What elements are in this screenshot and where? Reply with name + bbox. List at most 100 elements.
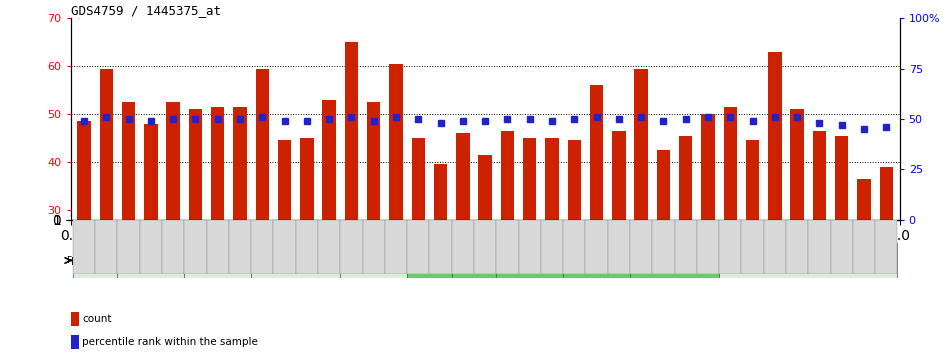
Bar (100, 69, 113, 354)
Bar (723, 107, 737, 354)
Bar (296, 220, 318, 274)
Bar (479, 155, 492, 354)
Bar (657, 150, 670, 354)
Bar (234, 107, 247, 354)
Bar (634, 69, 648, 354)
Bar (808, 220, 831, 274)
Text: protocol: protocol (71, 256, 114, 265)
Bar (545, 138, 559, 354)
Bar (188, 109, 203, 354)
Text: percentile rank within the sample: percentile rank within the sample (83, 337, 258, 347)
Bar (697, 220, 719, 274)
Bar (741, 220, 764, 274)
Bar (563, 220, 585, 274)
Bar (389, 64, 402, 354)
Bar (719, 243, 898, 278)
Bar (630, 243, 719, 278)
Bar (701, 114, 715, 354)
Bar (211, 107, 224, 354)
Bar (880, 167, 893, 354)
Bar (674, 220, 697, 274)
Bar (144, 124, 157, 354)
Bar (77, 121, 90, 354)
Bar (278, 140, 291, 354)
Bar (71, 312, 79, 326)
Bar (407, 220, 430, 274)
Bar (345, 42, 358, 354)
Text: luciferase shRNA: luciferase shRNA (564, 256, 629, 265)
Bar (764, 220, 786, 274)
Bar (340, 220, 363, 274)
Bar (652, 220, 674, 274)
Bar (452, 243, 496, 278)
Bar (139, 220, 162, 274)
Bar (162, 220, 185, 274)
Bar (452, 220, 474, 274)
Bar (456, 133, 469, 354)
Bar (434, 164, 447, 354)
Bar (407, 243, 452, 278)
Bar (430, 220, 452, 274)
Bar (786, 220, 808, 274)
Bar (518, 220, 541, 274)
Bar (719, 220, 741, 274)
Text: FMR1 shRNA: FMR1 shRNA (67, 256, 123, 265)
Bar (73, 243, 118, 278)
Bar (185, 220, 206, 274)
Bar (474, 220, 496, 274)
Text: count: count (83, 314, 112, 325)
Bar (71, 335, 79, 348)
Bar (318, 220, 340, 274)
Bar (95, 220, 118, 274)
Bar (875, 220, 898, 274)
Bar (118, 220, 139, 274)
Bar (273, 220, 296, 274)
Text: MeCP2 shRNA: MeCP2 shRNA (120, 256, 183, 265)
Bar (206, 220, 229, 274)
Bar (322, 100, 336, 354)
Bar (679, 136, 692, 354)
Bar (835, 136, 849, 354)
Bar (541, 220, 563, 274)
Bar (857, 179, 870, 354)
Text: med2d shRNA: med2d shRNA (442, 256, 506, 265)
Bar (496, 220, 518, 274)
Bar (300, 138, 314, 354)
Bar (568, 140, 581, 354)
Bar (590, 85, 603, 354)
Text: PTEN shRNA: PTEN shRNA (346, 256, 401, 265)
Bar (612, 131, 625, 354)
Bar (340, 243, 407, 278)
Bar (746, 140, 759, 354)
Bar (412, 138, 425, 354)
Bar (501, 131, 514, 354)
Bar (185, 243, 252, 278)
Bar (255, 69, 269, 354)
Bar (853, 220, 875, 274)
Bar (496, 243, 563, 278)
Bar (122, 102, 136, 354)
Bar (73, 220, 95, 274)
Text: mock: mock (662, 256, 687, 265)
Bar (585, 220, 608, 274)
Bar (523, 138, 536, 354)
Text: SHANK3
shRNA: SHANK3 shRNA (411, 251, 447, 270)
Bar (229, 220, 252, 274)
Text: NLGN1 shRNA: NLGN1 shRNA (186, 256, 250, 265)
Bar (813, 131, 826, 354)
Bar (831, 220, 853, 274)
Bar (385, 220, 407, 274)
Bar (363, 220, 385, 274)
Text: GDS4759 / 1445375_at: GDS4759 / 1445375_at (71, 4, 220, 17)
Text: NLGN3 shRNA: NLGN3 shRNA (264, 256, 328, 265)
Bar (790, 109, 804, 354)
Bar (252, 220, 273, 274)
Bar (167, 102, 180, 354)
Text: mef2a shRNA: mef2a shRNA (499, 256, 560, 265)
Bar (768, 52, 782, 354)
Bar (563, 243, 630, 278)
Bar (608, 220, 630, 274)
Bar (367, 102, 381, 354)
Bar (630, 220, 652, 274)
Bar (252, 243, 340, 278)
